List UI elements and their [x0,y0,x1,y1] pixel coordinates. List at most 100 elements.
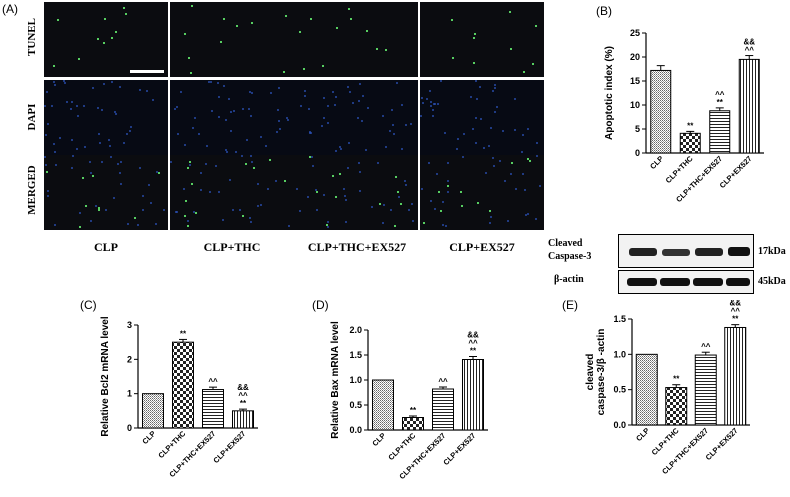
cell-dot [185,200,187,202]
cell-dot [349,91,351,93]
y-tick-label: 0.0 [613,420,626,430]
cell-dot [260,204,262,206]
cell-dot [389,130,391,132]
micrograph-tunel-3 [294,2,418,77]
cell-dot [190,72,192,74]
cell-dot [85,205,87,207]
cell-dot [45,164,47,166]
significance-marker: ** [240,399,247,408]
cell-dot [189,161,191,163]
y-tick-label: 0.5 [349,400,362,410]
cell-dot [275,180,277,182]
cell-dot [90,220,92,222]
cell-dot [352,102,354,104]
cell-dot [206,145,208,147]
cell-dot [137,224,139,226]
cell-dot [477,202,479,204]
x-tick-label: CLP+THC [156,429,187,460]
band [660,278,690,286]
cell-dot [70,108,72,110]
cell-dot [358,162,360,164]
cell-dot [98,207,100,209]
cell-dot [430,200,432,202]
cell-dot [200,172,202,174]
cell-dot [327,122,329,124]
cell-dot [421,188,423,190]
cell-dot [536,142,538,144]
cell-dot [242,108,244,110]
x-tick-label: CLP [634,426,651,443]
cell-dot [119,172,121,174]
cell-dot [78,58,80,60]
cell-dot [54,224,56,226]
cell-dot [218,191,220,193]
cell-dot [339,173,341,175]
significance-marker: ^^ [701,342,711,351]
cell-dot [385,146,387,148]
cell-dot [316,191,318,193]
cell-dot [308,108,310,110]
significance-marker: ^^ [238,391,248,400]
cell-dot [377,162,379,164]
cell-dot [46,91,48,93]
col-label-clp: CLP [94,240,118,254]
cell-dot [110,156,112,158]
cell-dot [395,176,397,178]
cell-dot [456,148,458,150]
significance-marker: && [729,300,741,308]
cell-dot [246,139,248,141]
cell-dot [276,131,278,133]
cell-dot [327,105,329,107]
cell-dot [423,222,425,224]
cell-dot [535,25,537,27]
blot-label-actin: β-actin [554,274,584,285]
x-tick-label: CLP [648,154,665,171]
cell-dot [348,142,350,144]
row-label-dapi: DAPI [26,103,38,131]
cell-dot [397,191,399,193]
cell-dot [334,104,336,106]
cell-dot [359,171,361,173]
cell-dot [223,85,225,87]
cell-dot [382,222,384,224]
cell-dot [357,117,359,119]
cell-dot [103,83,105,85]
micrograph-tunel-4 [420,2,544,77]
cell-dot [359,190,361,192]
cell-dot [101,109,103,111]
cell-dot [218,96,220,98]
significance-marker: ** [687,121,694,130]
cell-dot [496,106,498,108]
cell-dot [472,128,474,130]
cell-dot [507,220,509,222]
cell-dot [139,89,141,91]
cell-dot [101,161,103,163]
cell-dot [529,160,531,162]
cell-dot [285,15,287,17]
cell-dot [284,180,286,182]
significance-marker: && [467,331,479,340]
bar [402,417,424,431]
y-axis-label: Relative Bax mRNA level [330,321,341,439]
micrograph-dapi-1 [44,80,168,155]
cell-dot [401,104,403,106]
y-axis-label: cleaved [585,354,596,391]
significance-marker: ** [673,375,680,384]
cell-dot [53,143,55,145]
cell-dot [123,7,125,9]
significance-marker: ^^ [208,377,218,386]
y-tick-label: 1.0 [613,349,626,359]
cell-dot [99,142,101,144]
significance-marker: ^^ [438,377,448,386]
cell-dot [303,68,305,70]
cell-dot [473,62,475,64]
cell-dot [57,19,59,21]
cell-dot [514,129,516,131]
y-tick-label: 2 [127,354,132,364]
bar [679,132,701,154]
cell-dot [494,111,496,113]
cell-dot [462,156,464,158]
cell-dot [445,225,447,227]
cell-dot [309,131,311,133]
cell-dot [438,191,440,193]
